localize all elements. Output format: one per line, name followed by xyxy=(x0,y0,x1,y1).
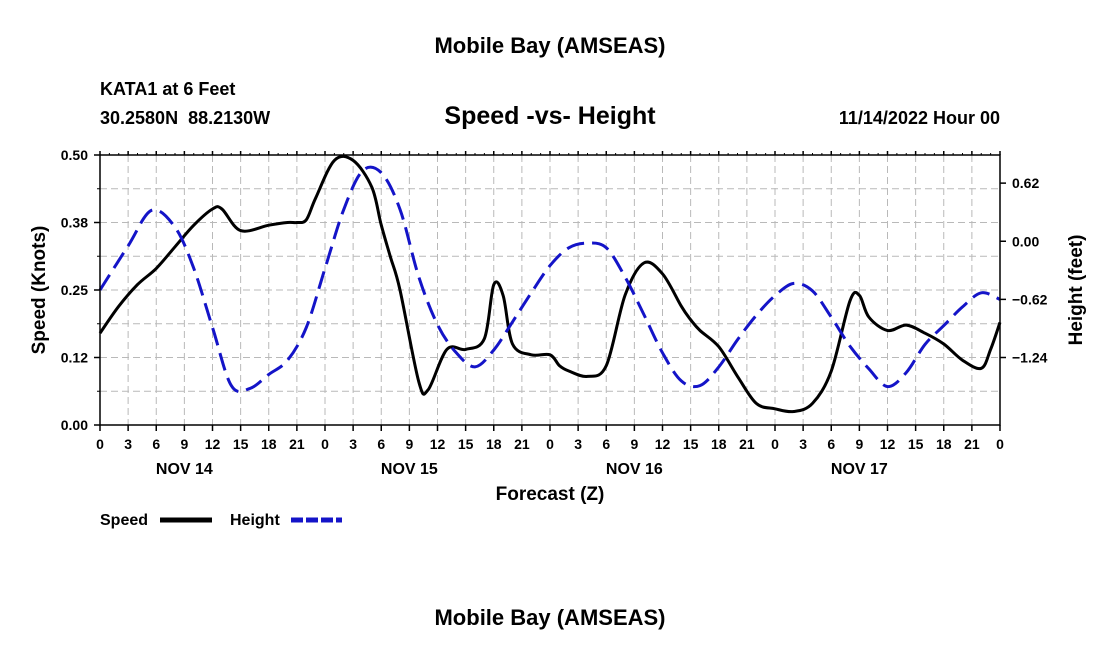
day-labels: NOV 14 NOV 15 NOV 16 NOV 17 xyxy=(156,461,888,478)
right-tick-label: −0.62 xyxy=(1012,291,1048,307)
x-tick-label: 12 xyxy=(205,436,221,452)
right-tick-label: 0.00 xyxy=(1012,233,1039,249)
x-tick-label: 18 xyxy=(711,436,727,452)
date-label: 11/14/2022 Hour 00 xyxy=(839,108,1000,128)
right-tick-label: −1.24 xyxy=(1012,350,1048,366)
x-tick-label: 15 xyxy=(458,436,474,452)
chart-subtitle: Speed -vs- Height xyxy=(444,102,656,130)
left-tick-label: 0.50 xyxy=(61,147,88,163)
x-tick-label: 9 xyxy=(630,436,638,452)
grid-lines xyxy=(100,155,1000,425)
right-axis-label: Height (feet) xyxy=(1066,235,1087,346)
left-axis-label: Speed (Knots) xyxy=(29,226,50,355)
left-tick-label: 0.00 xyxy=(61,417,88,433)
x-tick-label: 18 xyxy=(261,436,277,452)
footer-title: Mobile Bay (AMSEAS) xyxy=(434,605,665,630)
series-line-height xyxy=(98,165,1001,394)
series-line-speed xyxy=(98,154,1002,414)
x-tick-label: 6 xyxy=(152,436,160,452)
station-label: KATA1 at 6 Feet xyxy=(100,79,235,99)
legend: Speed Height xyxy=(100,512,342,529)
x-tick-label: 3 xyxy=(124,436,132,452)
legend-label-height: Height xyxy=(230,512,280,529)
left-tick-label: 0.38 xyxy=(61,215,88,231)
left-tick-label: 0.12 xyxy=(61,350,88,366)
x-tick-label: 3 xyxy=(799,436,807,452)
x-tick-label: 21 xyxy=(739,436,755,452)
right-axis-ticks: 0.62 0.00 −0.62 −1.24 xyxy=(1000,175,1048,366)
x-tick-label: 9 xyxy=(180,436,188,452)
x-tick-label: 15 xyxy=(683,436,699,452)
x-tick-label: 9 xyxy=(405,436,413,452)
x-tick-label: 6 xyxy=(602,436,610,452)
x-tick-label: 3 xyxy=(349,436,357,452)
x-axis-ticks: 0 3 6 9 12 15 18 21 0 3 6 9 12 15 18 21 0 3 6 9 12 15 18 21 0 3 6 9… xyxy=(96,151,1004,452)
day-label: NOV 14 xyxy=(156,461,213,478)
x-tick-label: 0 xyxy=(96,436,104,452)
x-tick-label: 0 xyxy=(771,436,779,452)
legend-label-speed: Speed xyxy=(100,512,148,529)
x-tick-label: 21 xyxy=(964,436,980,452)
chart-title: Mobile Bay (AMSEAS) xyxy=(434,33,665,58)
x-tick-label: 6 xyxy=(377,436,385,452)
right-tick-label: 0.62 xyxy=(1012,175,1039,191)
day-label: NOV 17 xyxy=(831,461,888,478)
x-tick-label: 12 xyxy=(430,436,446,452)
x-tick-label: 3 xyxy=(574,436,582,452)
x-tick-label: 18 xyxy=(936,436,952,452)
day-label: NOV 15 xyxy=(381,461,438,478)
x-tick-label: 12 xyxy=(880,436,896,452)
x-tick-label: 0 xyxy=(321,436,329,452)
x-tick-label: 0 xyxy=(546,436,554,452)
series-lines xyxy=(98,154,1002,414)
location-label: 30.2580N 88.2130W xyxy=(100,108,270,128)
x-tick-label: 12 xyxy=(655,436,671,452)
left-axis-ticks: 0.00 0.12 0.25 0.38 0.50 xyxy=(61,147,100,433)
x-tick-label: 21 xyxy=(514,436,530,452)
left-tick-label: 0.25 xyxy=(61,282,88,298)
day-label: NOV 16 xyxy=(606,461,663,478)
x-axis-label: Forecast (Z) xyxy=(496,484,605,505)
x-tick-label: 15 xyxy=(908,436,924,452)
x-tick-label: 6 xyxy=(827,436,835,452)
x-tick-label: 15 xyxy=(233,436,249,452)
x-tick-label: 0 xyxy=(996,436,1004,452)
x-tick-label: 18 xyxy=(486,436,502,452)
x-tick-label: 21 xyxy=(289,436,305,452)
x-tick-label: 9 xyxy=(855,436,863,452)
